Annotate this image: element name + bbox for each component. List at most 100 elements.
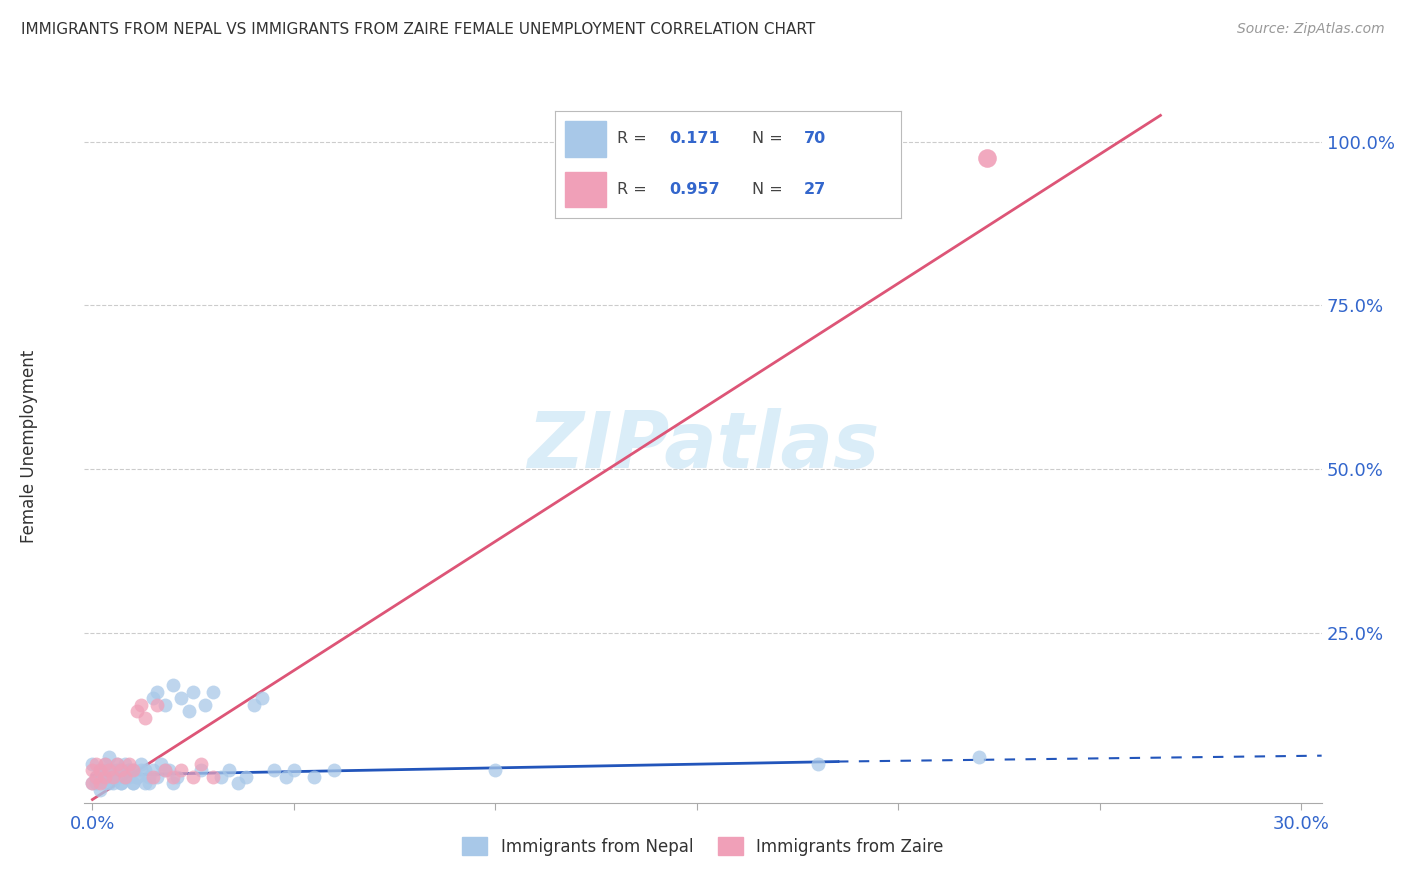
Point [235,770,257,784]
Point [110,776,132,790]
Text: N =: N = [752,182,787,197]
Point [110,763,132,777]
Point [967,750,990,764]
Point [114,770,136,784]
Point [101,763,124,777]
Point [86,776,108,790]
Point [86,756,108,771]
Point [146,770,169,784]
Text: Female Unemployment: Female Unemployment [20,350,38,542]
Point [218,763,240,777]
Point [89,763,111,777]
Point [97,763,120,777]
Point [97,776,120,790]
Point [323,763,346,777]
Text: R =: R = [617,182,652,197]
Point [114,756,136,771]
FancyBboxPatch shape [565,121,606,157]
Point [807,756,830,771]
Point [105,756,128,771]
Legend: Immigrants from Nepal, Immigrants from Zaire: Immigrants from Nepal, Immigrants from Z… [456,830,950,863]
Point [181,770,204,784]
Point [114,770,136,784]
Text: ZIPatlas: ZIPatlas [527,408,879,484]
Point [153,763,176,777]
Point [129,756,152,771]
Point [101,776,124,790]
Text: 27: 27 [804,182,827,197]
Point [93,776,115,790]
Point [82,776,104,790]
Point [118,763,141,777]
Text: R =: R = [617,131,652,146]
Point [105,763,128,777]
Point [142,763,165,777]
Point [121,763,143,777]
Point [181,684,204,698]
Point [125,704,148,718]
Text: IMMIGRANTS FROM NEPAL VS IMMIGRANTS FROM ZAIRE FEMALE UNEMPLOYMENT CORRELATION C: IMMIGRANTS FROM NEPAL VS IMMIGRANTS FROM… [21,22,815,37]
Point [194,698,217,712]
Point [82,776,104,790]
Point [153,763,176,777]
Point [283,763,305,777]
Point [209,770,232,784]
Point [125,770,148,784]
Point [93,756,115,771]
Point [153,698,176,712]
Point [170,691,193,706]
Point [166,770,188,784]
Point [89,770,111,784]
Text: Source: ZipAtlas.com: Source: ZipAtlas.com [1237,22,1385,37]
Point [105,770,128,784]
Point [138,776,160,790]
Point [146,684,169,698]
Point [97,750,120,764]
Point [121,776,143,790]
Point [114,770,136,784]
Point [93,756,115,771]
Point [242,698,264,712]
Point [86,770,108,784]
Point [118,770,141,784]
Point [118,763,141,777]
Point [484,763,506,777]
Point [101,770,124,784]
Point [121,763,143,777]
Point [157,763,180,777]
Point [82,763,104,777]
Text: N =: N = [752,131,787,146]
Point [142,770,165,784]
Point [82,756,104,771]
Point [86,770,108,784]
Point [134,763,156,777]
Point [89,782,111,797]
Point [170,763,193,777]
Point [202,770,225,784]
Point [138,770,160,784]
Point [101,770,124,784]
Point [89,763,111,777]
Point [134,711,156,725]
Point [190,763,212,777]
Point [190,756,212,771]
Point [89,776,111,790]
Point [162,678,184,692]
Point [263,763,285,777]
Point [302,770,325,784]
Point [105,756,128,771]
Point [118,756,141,771]
Point [250,691,273,706]
Point [93,763,115,777]
Point [110,776,132,790]
Point [97,770,120,784]
Point [202,684,225,698]
Point [179,704,201,718]
Point [226,776,249,790]
Text: 0.957: 0.957 [669,182,720,197]
Point [976,151,998,165]
Point [162,776,184,790]
Point [125,770,148,784]
Point [274,770,297,784]
Point [129,698,152,712]
